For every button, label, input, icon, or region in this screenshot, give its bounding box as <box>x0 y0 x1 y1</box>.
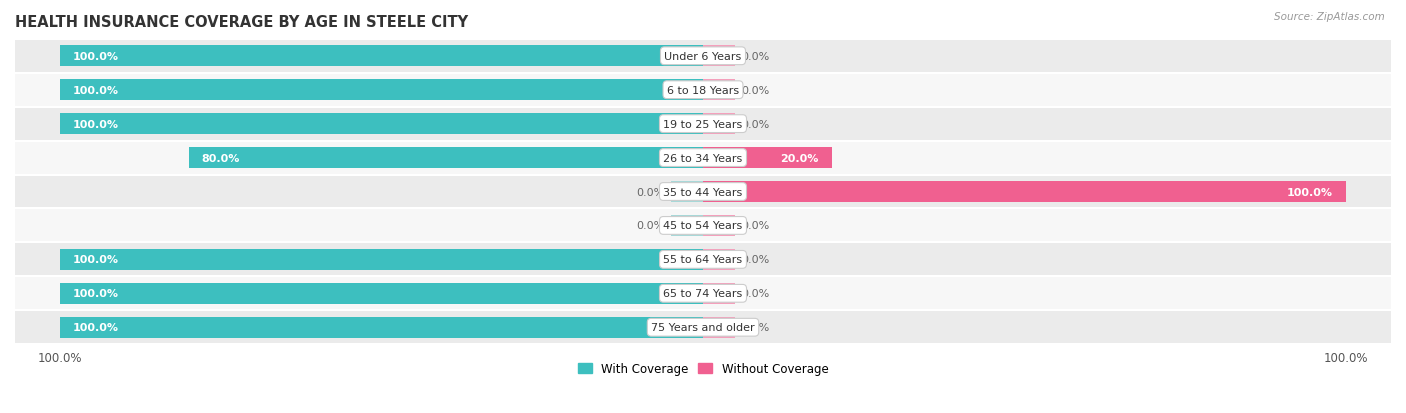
Bar <box>15 277 1391 311</box>
Bar <box>671 182 703 202</box>
Text: 0.0%: 0.0% <box>636 221 665 231</box>
Text: Source: ZipAtlas.com: Source: ZipAtlas.com <box>1274 12 1385 22</box>
Bar <box>703 249 735 270</box>
Text: HEALTH INSURANCE COVERAGE BY AGE IN STEELE CITY: HEALTH INSURANCE COVERAGE BY AGE IN STEE… <box>15 15 468 30</box>
Text: 100.0%: 100.0% <box>73 323 120 332</box>
Text: 100.0%: 100.0% <box>73 255 120 265</box>
Legend: With Coverage, Without Coverage: With Coverage, Without Coverage <box>572 358 834 380</box>
Text: 100.0%: 100.0% <box>73 85 120 95</box>
Bar <box>15 175 1391 209</box>
Bar <box>60 283 703 304</box>
Text: 19 to 25 Years: 19 to 25 Years <box>664 119 742 129</box>
Text: 80.0%: 80.0% <box>201 153 240 163</box>
Text: 0.0%: 0.0% <box>741 119 770 129</box>
Bar <box>703 46 735 67</box>
Text: 0.0%: 0.0% <box>741 323 770 332</box>
Bar <box>703 148 831 169</box>
Bar <box>703 216 735 236</box>
Text: 100.0%: 100.0% <box>1286 187 1333 197</box>
Bar <box>703 283 735 304</box>
Text: 6 to 18 Years: 6 to 18 Years <box>666 85 740 95</box>
Text: 100.0%: 100.0% <box>73 119 120 129</box>
Bar <box>15 107 1391 141</box>
Bar <box>671 216 703 236</box>
Text: 0.0%: 0.0% <box>741 289 770 299</box>
Bar <box>703 80 735 101</box>
Bar <box>15 141 1391 175</box>
Bar <box>15 311 1391 344</box>
Text: 0.0%: 0.0% <box>741 85 770 95</box>
Bar <box>60 114 703 135</box>
Bar <box>15 209 1391 243</box>
Text: 0.0%: 0.0% <box>636 187 665 197</box>
Text: 0.0%: 0.0% <box>741 255 770 265</box>
Bar <box>60 317 703 338</box>
Bar <box>188 148 703 169</box>
Text: 20.0%: 20.0% <box>780 153 818 163</box>
Text: 100.0%: 100.0% <box>73 52 120 62</box>
Text: 45 to 54 Years: 45 to 54 Years <box>664 221 742 231</box>
Text: Under 6 Years: Under 6 Years <box>665 52 741 62</box>
Text: 0.0%: 0.0% <box>741 52 770 62</box>
Bar <box>15 40 1391 74</box>
Bar <box>703 182 1346 202</box>
Text: 0.0%: 0.0% <box>741 221 770 231</box>
Text: 65 to 74 Years: 65 to 74 Years <box>664 289 742 299</box>
Bar <box>15 243 1391 277</box>
Bar <box>60 80 703 101</box>
Text: 75 Years and older: 75 Years and older <box>651 323 755 332</box>
Text: 55 to 64 Years: 55 to 64 Years <box>664 255 742 265</box>
Bar <box>703 114 735 135</box>
Bar <box>703 317 735 338</box>
Bar <box>60 249 703 270</box>
Text: 100.0%: 100.0% <box>73 289 120 299</box>
Bar <box>60 46 703 67</box>
Text: 26 to 34 Years: 26 to 34 Years <box>664 153 742 163</box>
Bar <box>15 74 1391 107</box>
Text: 35 to 44 Years: 35 to 44 Years <box>664 187 742 197</box>
